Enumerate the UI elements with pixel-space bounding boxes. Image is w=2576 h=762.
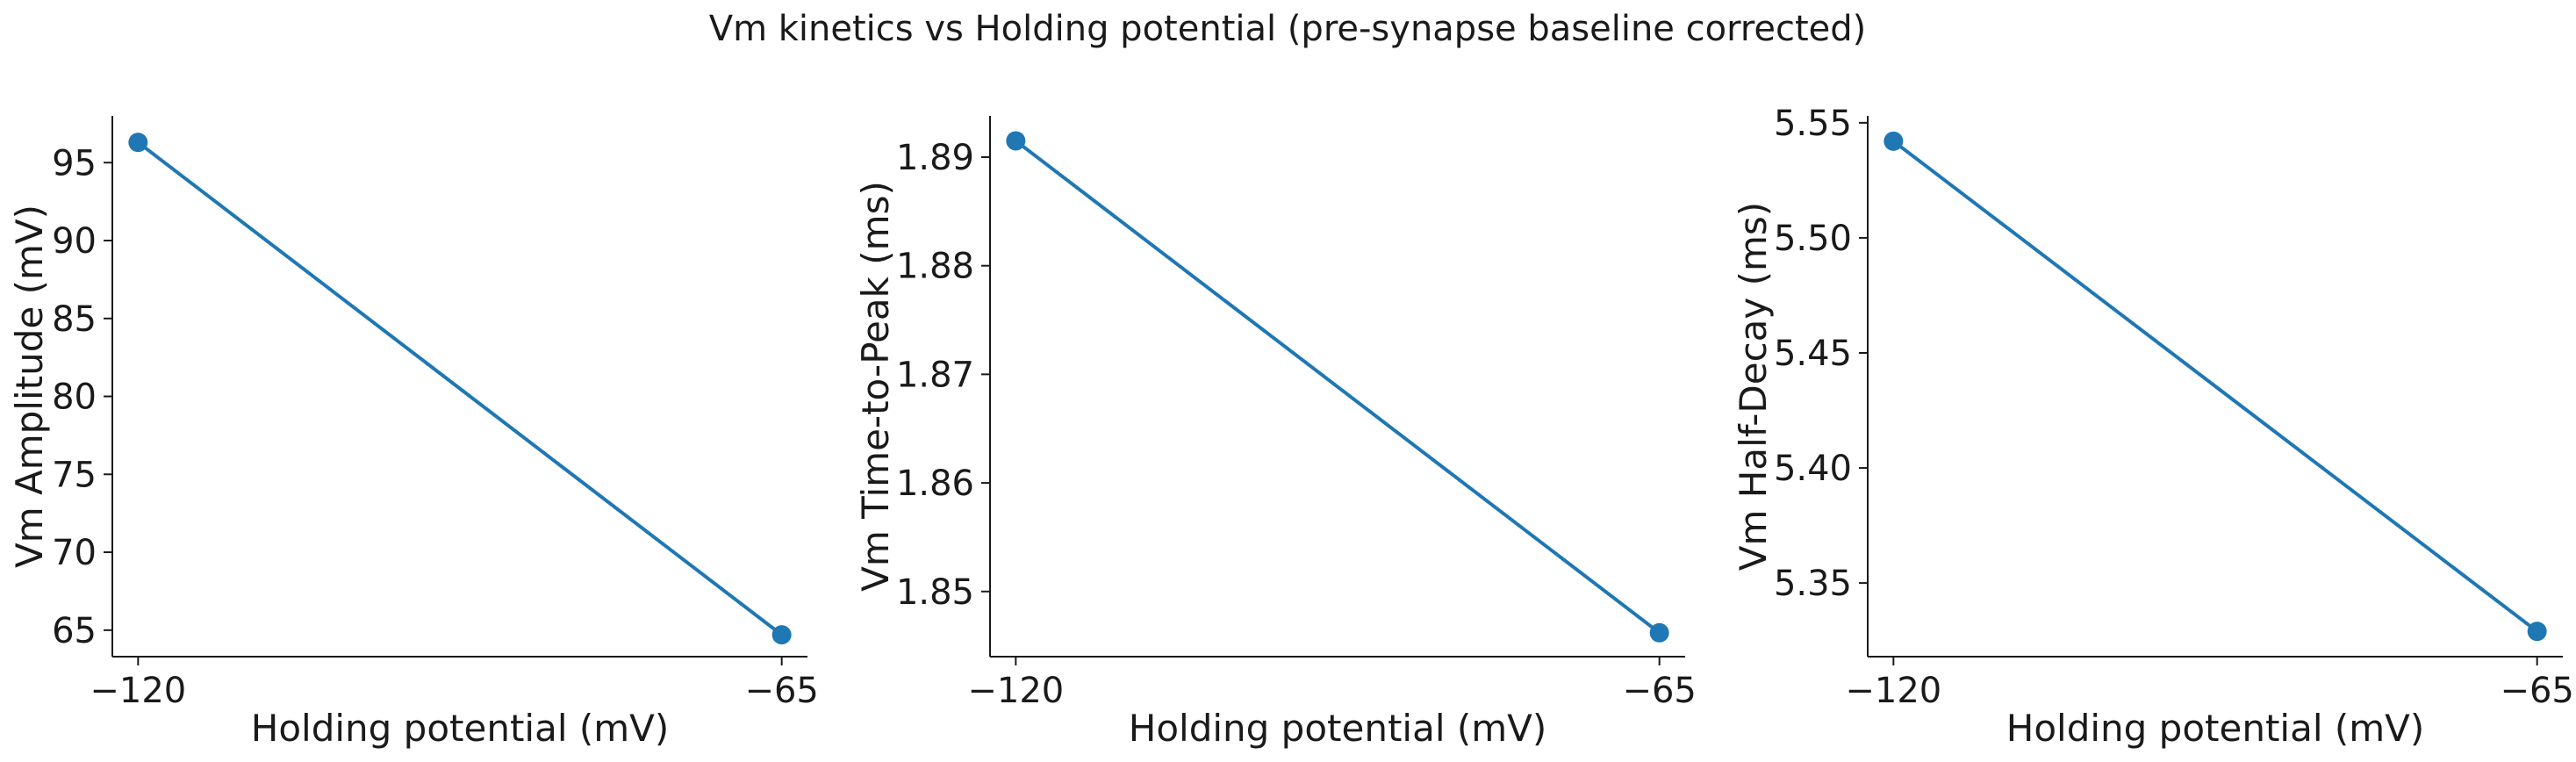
y-tick-label: 1.88 <box>896 247 974 287</box>
y-tick-label: 1.86 <box>896 464 974 504</box>
chart-panel-3: 5.35 5.40 5.45 5.50 5.55 −120 −65 Holding poten… <box>1732 104 2574 750</box>
y-tick-label: 5.50 <box>1774 219 1852 259</box>
series-line <box>1892 140 2538 633</box>
series-line <box>1015 139 1661 635</box>
y-tick-label: 85 <box>52 299 97 340</box>
y-tick-label: 5.35 <box>1774 564 1852 604</box>
data-point <box>1006 131 1026 151</box>
y-axis-label: Vm Amplitude (mV) <box>8 205 51 568</box>
data-point <box>771 625 792 645</box>
y-tick-label: 1.87 <box>896 355 974 395</box>
y-tick-label: 95 <box>52 143 97 183</box>
x-tick-label: −65 <box>2500 671 2573 711</box>
x-tick-label: −120 <box>967 671 1064 711</box>
series-line <box>137 140 783 636</box>
x-tick-label: −65 <box>1622 671 1696 711</box>
chart-panel-2: 1.85 1.86 1.87 1.88 1.89 −120 −65 Holding poten… <box>854 116 1697 750</box>
y-tick-label: 65 <box>52 611 97 651</box>
x-tick-label: −120 <box>90 671 186 711</box>
y-tick-label: 80 <box>52 377 97 418</box>
x-tick-label: −65 <box>744 671 818 711</box>
x-tick-label: −120 <box>1845 671 1941 711</box>
y-tick-label: 5.45 <box>1774 334 1852 374</box>
chart-panel-1: 65 70 75 80 85 90 95 −120 −65 Holding potential (… <box>8 116 819 750</box>
y-tick-label: 1.85 <box>896 572 974 613</box>
figure-title: Vm kinetics vs Holding potential (pre-sy… <box>709 9 1867 49</box>
x-axis-label: Holding potential (mV) <box>2006 707 2425 750</box>
y-tick-label: 5.40 <box>1774 449 1852 489</box>
data-point <box>2527 622 2547 642</box>
y-tick-label: 70 <box>52 533 97 573</box>
data-point <box>128 133 148 153</box>
data-point <box>1884 131 1904 151</box>
y-tick-label: 75 <box>52 455 97 495</box>
y-axis-label: Vm Time-to-Peak (ms) <box>854 181 897 592</box>
x-axis-label: Holding potential (mV) <box>251 707 670 750</box>
data-point <box>1649 622 1669 643</box>
y-axis-label: Vm Half-Decay (ms) <box>1732 202 1775 571</box>
y-tick-label: 5.55 <box>1774 104 1852 144</box>
x-axis-label: Holding potential (mV) <box>1129 707 1547 750</box>
y-tick-label: 90 <box>52 221 97 262</box>
panels: 65 70 75 80 85 90 95 −120 −65 Holding potential (… <box>8 104 2574 750</box>
y-tick-label: 1.89 <box>896 138 974 178</box>
